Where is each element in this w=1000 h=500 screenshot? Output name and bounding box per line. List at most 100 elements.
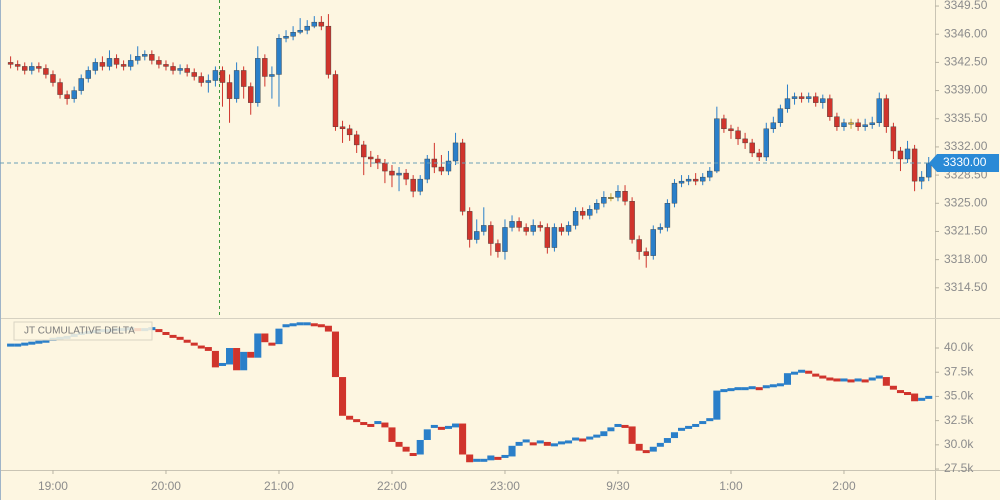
candle-body [248, 86, 254, 103]
candle-body [615, 191, 621, 198]
candle-body [14, 64, 21, 67]
candle-body [304, 25, 310, 31]
candle-body [572, 211, 579, 226]
candle-body [671, 182, 678, 204]
candle-body [544, 227, 551, 248]
candle-body [459, 142, 466, 212]
candle-body [523, 227, 529, 232]
candle-body [50, 74, 56, 83]
delta-bar [713, 390, 721, 420]
delta-bar [805, 370, 813, 374]
delta-bar [423, 429, 431, 440]
delta-bar [416, 439, 424, 455]
candle-body [558, 227, 565, 232]
y-tick-label: 32.5k [944, 413, 974, 427]
candle-body [926, 162, 932, 178]
candle-body [904, 148, 911, 160]
candle-body [714, 118, 720, 172]
candle-body [685, 178, 692, 182]
delta-bar [268, 342, 276, 346]
candle-body [205, 80, 212, 83]
delta-bar [494, 456, 502, 460]
delta-bar [7, 343, 15, 347]
delta-bar [233, 348, 241, 371]
candle-body [897, 150, 904, 160]
candle-body [855, 122, 861, 127]
delta-bar [734, 387, 742, 391]
y-tick-label: 30.0k [944, 437, 974, 451]
delta-bar [183, 339, 191, 343]
delta-bar [218, 362, 227, 366]
candle-body [438, 166, 445, 172]
candle-body [643, 251, 649, 256]
candle-body [255, 58, 261, 103]
y-tick-label: 35.0k [944, 389, 974, 403]
candle-body [233, 70, 240, 99]
delta-bar [600, 431, 608, 437]
candle-body [735, 130, 741, 140]
candle-body [530, 225, 536, 232]
delta-bar [317, 324, 325, 328]
candle-body [283, 36, 289, 39]
delta-bar [741, 387, 749, 391]
candle-body [749, 142, 755, 154]
delta-bar [324, 325, 332, 332]
candle-body [311, 21, 317, 27]
x-tick-label: 1:00 [719, 479, 743, 493]
candle-body [127, 60, 134, 67]
x-tick-label: 19:00 [38, 479, 68, 493]
x-tick-label: 21:00 [264, 479, 294, 493]
delta-bar [649, 446, 657, 452]
candle-body [262, 58, 268, 77]
candle-body [495, 243, 501, 252]
delta-bar [847, 379, 855, 383]
delta-bar [628, 426, 636, 444]
candle-body [827, 98, 833, 117]
candle-body [692, 178, 699, 182]
candle-body [466, 211, 473, 240]
candle-body [911, 148, 918, 182]
candle-body [784, 98, 791, 109]
delta-bar [826, 377, 834, 381]
candle-body [841, 122, 847, 127]
delta-bar [579, 438, 587, 442]
delta-bar [833, 378, 841, 382]
candle-body [120, 64, 127, 67]
delta-bar [918, 397, 926, 401]
delta-bar [459, 423, 467, 455]
delta-bar [911, 393, 919, 402]
delta-bar [289, 323, 297, 327]
delta-bar [904, 392, 912, 396]
delta-bar [444, 425, 453, 429]
y-tick-label: 3349.50 [944, 0, 988, 12]
candle-body [78, 78, 84, 91]
y-tick-label: 3342.50 [944, 55, 988, 69]
candle-body [728, 128, 734, 132]
delta-bar [381, 422, 389, 428]
candle-body [29, 66, 35, 71]
delta-bar [642, 450, 650, 454]
delta-bar [226, 348, 234, 365]
delta-bar [557, 441, 566, 445]
delta-bar [240, 351, 248, 371]
delta-bar [190, 342, 198, 346]
delta-bar [769, 384, 777, 388]
candle-body [113, 58, 120, 65]
delta-bar [678, 427, 686, 431]
delta-bar [896, 390, 905, 394]
candle-body [276, 38, 282, 75]
candle-body [353, 134, 360, 146]
candle-body [382, 162, 388, 172]
delta-bar [550, 443, 558, 447]
candle-body [622, 191, 628, 202]
candle-body [269, 74, 275, 77]
delta-bar [607, 427, 615, 432]
candle-body [36, 66, 42, 69]
candle-body [212, 70, 219, 81]
candle-body [85, 70, 91, 79]
delta-bar [409, 453, 417, 457]
delta-bar [487, 455, 495, 461]
delta-bar [854, 378, 862, 382]
delta-bar [402, 446, 410, 452]
candle-body [474, 231, 480, 240]
